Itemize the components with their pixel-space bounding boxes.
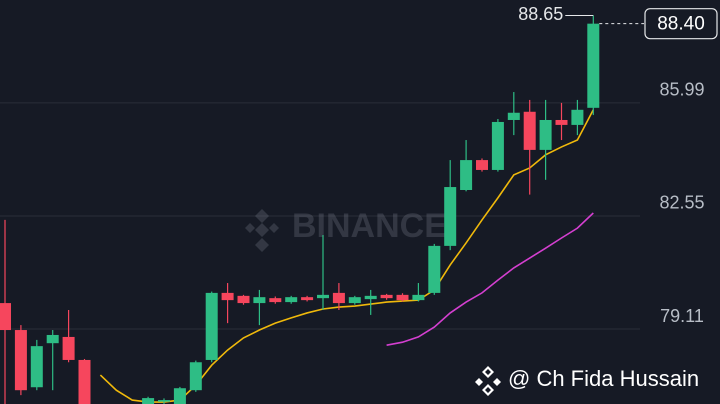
price-axis: 79.11 82.55 85.99 [659,80,704,326]
candle-body [396,294,409,301]
last-price-label: 88.40 [657,14,705,35]
y-tick-label: 82.55 [659,193,704,213]
candle-body [221,292,234,301]
candle-body [0,303,11,331]
moving-average [386,212,594,346]
candle-body [476,160,488,170]
candle-body [142,398,155,404]
candle-body [412,294,425,301]
candle-body [587,23,600,108]
candle-body [317,294,329,299]
candle-body [332,292,345,304]
candle-body [189,362,202,391]
plot [0,15,600,404]
grid [0,102,640,330]
candle-body [285,297,298,303]
candle-body [364,295,377,300]
candle-body [348,297,361,304]
candle-body [46,334,59,344]
credit-logo [475,366,501,396]
candle-body [62,336,75,360]
candle-body [237,295,250,304]
candle-body [269,298,282,303]
candle-body [30,346,43,388]
candle-body [571,109,584,125]
candle-body [444,187,457,246]
candle-body [380,294,393,299]
candle-body [158,400,170,402]
y-tick-label: 79.11 [660,306,704,326]
candle-body [555,119,568,125]
candle-body [301,297,314,301]
candle-body [253,297,266,304]
candle-body [14,330,27,391]
candle-body [539,119,552,150]
candle-body [78,359,91,404]
candle-body [428,245,441,293]
last-price-box [644,8,718,40]
y-tick-label: 85.99 [659,80,704,100]
candle-body [507,112,520,120]
high-marker-label: 88.65 [518,4,563,24]
candle-body [460,160,473,191]
candle-body [491,121,504,170]
watermark: BINANCE [292,207,447,245]
candle-body [205,292,218,360]
watermark-logo [245,209,279,252]
candle-body [523,111,536,150]
candle-body [173,388,186,404]
credit: @ Ch Fida Hussain [508,366,699,391]
